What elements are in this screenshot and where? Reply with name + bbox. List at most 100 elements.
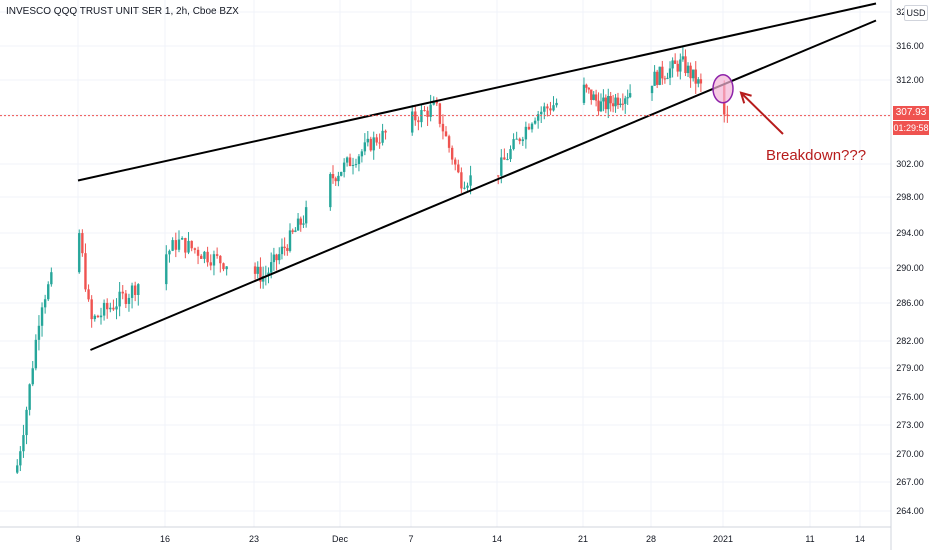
candle-body: [582, 84, 586, 103]
candle-body: [342, 162, 346, 172]
candle-body: [420, 110, 423, 123]
candle-body: [280, 246, 284, 255]
x-axis: [0, 527, 932, 550]
candle-body: [650, 85, 654, 94]
candle-body: [590, 89, 593, 100]
candle-body: [497, 175, 500, 177]
candle-body: [469, 175, 472, 186]
candle-body: [283, 246, 286, 249]
candle-body: [222, 263, 225, 270]
y-tick-label: 298.00: [896, 192, 924, 202]
candle-body: [99, 315, 103, 318]
candle-body: [177, 239, 181, 250]
x-tick-label: 28: [646, 534, 656, 544]
x-tick-label: Dec: [332, 534, 349, 544]
candle-body: [438, 103, 442, 124]
candle-body: [546, 106, 549, 109]
bar-countdown-label: 01:29:58: [893, 121, 929, 135]
time-axis: 9 16 23 Dec 7 14 21 28 2021 11 14: [0, 526, 891, 544]
candle-body: [127, 297, 131, 304]
candle-body: [500, 157, 503, 176]
candle-body: [304, 207, 308, 224]
candle-body: [602, 97, 605, 102]
candle-body: [28, 384, 31, 410]
currency-button[interactable]: USD: [904, 5, 928, 21]
x-tick-label: 7: [408, 534, 413, 544]
candle-body: [206, 251, 209, 263]
candle-body: [90, 299, 93, 320]
candle-body: [530, 123, 534, 130]
candle-body: [286, 248, 289, 251]
candle-body: [16, 465, 19, 473]
candle-body: [259, 266, 262, 282]
candle-body: [256, 266, 259, 274]
candle-body: [512, 139, 515, 150]
candle-body: [466, 185, 469, 188]
candle-body: [661, 66, 664, 79]
candle-body: [19, 451, 22, 466]
candle-body: [592, 94, 595, 100]
candle-body: [40, 307, 44, 326]
candle-body: [549, 108, 552, 111]
candle-body: [614, 97, 617, 107]
candle-body: [270, 262, 273, 273]
y-tick-label: 294.00: [896, 228, 924, 238]
candle-body: [515, 138, 518, 140]
candle-body: [180, 238, 184, 240]
candle-body: [109, 307, 112, 310]
candle-body: [47, 284, 50, 300]
candle-body: [444, 131, 448, 137]
candle-body: [524, 126, 528, 140]
candle-body: [174, 240, 178, 250]
candle-body: [628, 93, 632, 98]
x-tick-label: 11: [805, 534, 814, 544]
candle-body: [441, 123, 445, 132]
candle-body: [345, 157, 349, 163]
candle-body: [454, 159, 457, 165]
candle-body: [621, 103, 625, 105]
candle-body: [411, 111, 414, 133]
candle-body: [372, 137, 375, 151]
breakdown-annotation: Breakdown???: [766, 147, 867, 164]
candle-body: [209, 262, 212, 266]
candle-body: [450, 147, 454, 160]
candle-body: [666, 77, 669, 79]
candle-body: [329, 174, 332, 208]
candle-body: [503, 157, 506, 160]
candle-body: [261, 276, 265, 282]
candle-body: [414, 111, 417, 121]
candle-body: [133, 285, 137, 296]
candle-body: [102, 302, 106, 316]
candle-body: [697, 79, 700, 84]
candle-body: [302, 223, 305, 225]
candle-body: [193, 248, 197, 250]
candle-body: [334, 178, 337, 182]
candle-body: [536, 114, 540, 121]
candle-body: [585, 84, 588, 88]
candle-body: [351, 164, 355, 166]
candle-body: [121, 291, 124, 294]
candle-body: [699, 79, 703, 84]
candle-body: [339, 171, 343, 176]
x-tick-label: 21: [578, 534, 588, 544]
candle-body: [655, 71, 659, 85]
y-tick-label: 316.00: [896, 41, 924, 51]
candle-body: [348, 157, 352, 166]
candle-body: [555, 102, 558, 106]
x-tick-label: 14: [492, 534, 502, 544]
candle-body: [518, 138, 521, 142]
candle-body: [686, 65, 690, 74]
candle-body: [668, 68, 672, 78]
trendline-lower: [90, 19, 877, 351]
arrow-shaft: [740, 92, 784, 135]
candle-body: [299, 218, 302, 225]
y-tick-label: 282.00: [896, 336, 924, 346]
arrow-head: [739, 91, 752, 104]
y-tick-label: 270.00: [896, 449, 924, 459]
x-tick-label: 23: [249, 534, 259, 544]
candle-body: [599, 101, 603, 112]
candle-body: [381, 130, 384, 143]
breakdown-circle-highlight: [712, 74, 734, 104]
candle-body: [619, 103, 622, 105]
